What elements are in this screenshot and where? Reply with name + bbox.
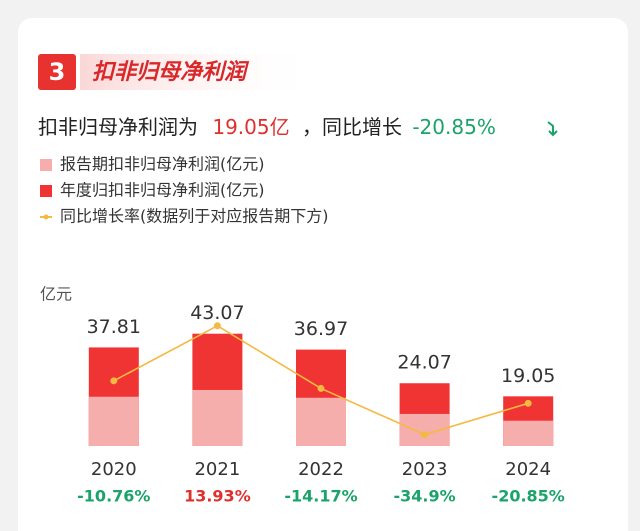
card bbox=[18, 18, 628, 531]
bar bbox=[88, 396, 139, 446]
growth-label: 13.93% bbox=[184, 487, 251, 506]
growth-label: -10.76% bbox=[77, 487, 150, 506]
legend-label: 同比增长率(数据列于对应报告期下方) bbox=[60, 207, 329, 226]
growth-point bbox=[110, 377, 118, 385]
legend-swatch bbox=[40, 159, 52, 171]
summary-prefix: 扣非归母净利润为 bbox=[38, 115, 198, 139]
x-tick-label: 2022 bbox=[298, 459, 344, 480]
summary-value: 19.05亿 bbox=[212, 115, 289, 139]
x-tick-label: 2020 bbox=[91, 459, 137, 480]
bar-value-label: 24.07 bbox=[397, 352, 451, 374]
legend-swatch bbox=[40, 185, 52, 197]
legend-dot bbox=[43, 214, 49, 220]
summary: 扣非归母净利润为 19.05亿 ，同比增长 -20.85% bbox=[38, 115, 496, 139]
bar bbox=[296, 397, 346, 446]
bar-value-label: 37.81 bbox=[87, 316, 141, 338]
legend-label: 报告期扣非归母净利润(亿元) bbox=[60, 155, 265, 174]
growth-label: -14.17% bbox=[284, 487, 357, 506]
summary-middle: ，同比增长 bbox=[302, 115, 402, 139]
bar-value-label: 36.97 bbox=[294, 318, 348, 340]
bar bbox=[192, 389, 243, 446]
growth-point bbox=[213, 322, 221, 330]
title-bg bbox=[80, 54, 320, 90]
x-tick-label: 2021 bbox=[194, 459, 240, 480]
x-tick-label: 2023 bbox=[402, 459, 448, 480]
growth-point bbox=[421, 431, 429, 439]
x-tick-label: 2024 bbox=[505, 459, 551, 480]
legend-label: 年度归扣非归母净利润(亿元) bbox=[60, 181, 265, 200]
growth-point bbox=[317, 384, 325, 392]
down-arrow bbox=[547, 121, 558, 137]
bar-value-label: 43.07 bbox=[190, 302, 244, 324]
unit-label: 亿元 bbox=[40, 285, 72, 304]
growth-label: -20.85% bbox=[492, 487, 565, 506]
summary-change: -20.85% bbox=[412, 115, 495, 139]
badge-box bbox=[38, 54, 76, 90]
growth-label: -34.9% bbox=[394, 487, 456, 506]
bar bbox=[503, 420, 554, 446]
title: 扣非归母净利润 bbox=[92, 59, 250, 85]
growth-point bbox=[524, 399, 532, 407]
badge: 3 bbox=[49, 58, 66, 86]
bar-value-label: 19.05 bbox=[501, 365, 555, 387]
